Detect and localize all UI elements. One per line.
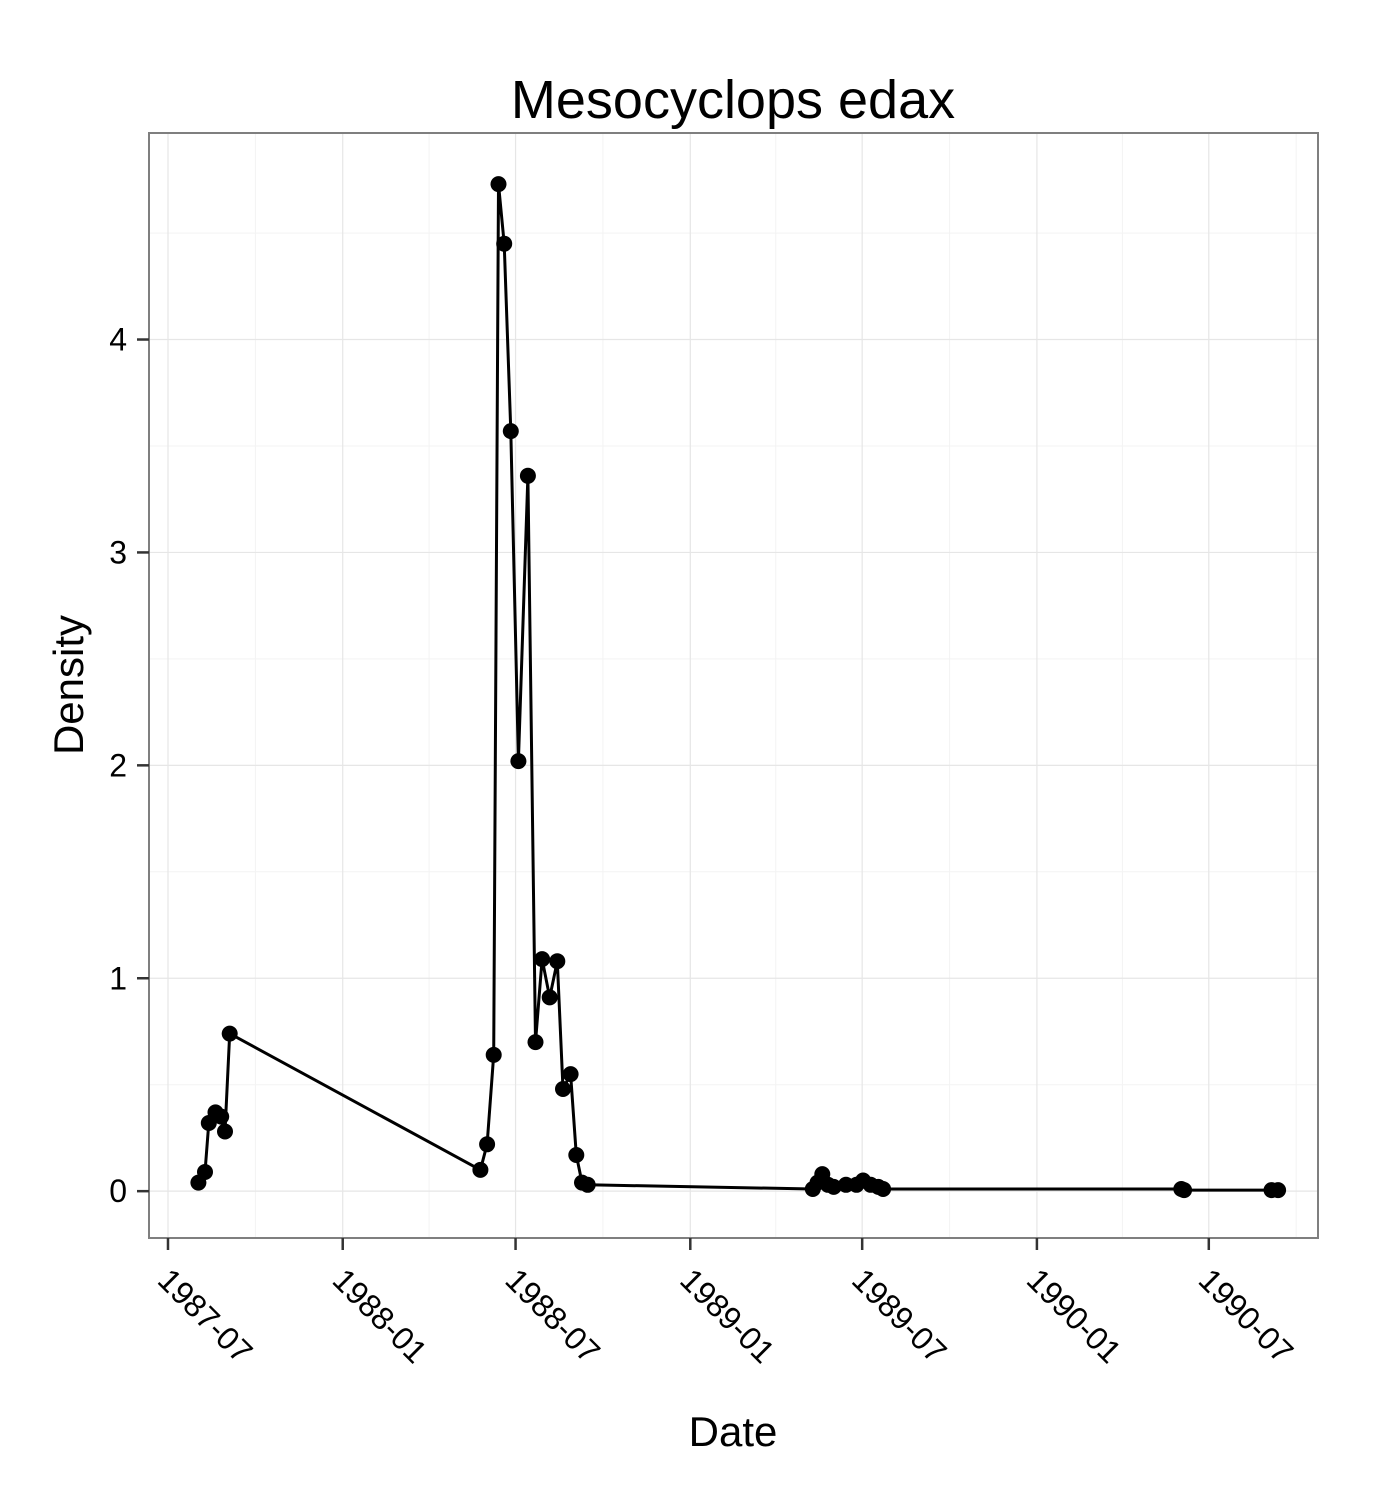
data-point bbox=[541, 989, 558, 1006]
chart-title: Mesocyclops edax bbox=[511, 70, 955, 130]
y-tick-label: 2 bbox=[109, 747, 127, 783]
data-point bbox=[1270, 1182, 1287, 1199]
x-tick-label: 1988-07 bbox=[499, 1261, 607, 1369]
x-tick-label: 1990-01 bbox=[1020, 1261, 1128, 1369]
minor-gridlines bbox=[149, 133, 1318, 1238]
x-tick-label: 1989-07 bbox=[845, 1261, 953, 1369]
data-point bbox=[496, 235, 513, 252]
data-point bbox=[217, 1123, 233, 1140]
y-tick-label: 1 bbox=[109, 960, 127, 996]
data-point bbox=[510, 753, 527, 770]
panel-border bbox=[148, 132, 1319, 1239]
y-axis: 0 1 2 3 4 bbox=[109, 322, 149, 1209]
data-point bbox=[549, 953, 566, 970]
data-point bbox=[579, 1176, 596, 1193]
panel-background bbox=[149, 133, 1318, 1238]
data-point bbox=[527, 1034, 544, 1051]
y-tick-label: 0 bbox=[109, 1173, 127, 1209]
data-point bbox=[502, 423, 519, 440]
data-point bbox=[534, 951, 551, 968]
plot-panel bbox=[148, 132, 1319, 1239]
x-tick-label: 1990-07 bbox=[1192, 1261, 1300, 1369]
data-point bbox=[562, 1066, 579, 1083]
x-tick-label: 1988-01 bbox=[326, 1261, 434, 1369]
y-tick-label: 3 bbox=[109, 534, 127, 570]
data-point bbox=[485, 1046, 502, 1063]
x-tick-label: 1987-07 bbox=[151, 1261, 259, 1369]
data-point bbox=[825, 1178, 842, 1195]
data-point bbox=[1176, 1182, 1193, 1199]
data-point bbox=[479, 1136, 496, 1153]
major-gridlines bbox=[149, 133, 1318, 1238]
data-point bbox=[568, 1147, 585, 1163]
data-point bbox=[472, 1161, 489, 1178]
series-layer bbox=[190, 176, 1287, 1199]
data-point bbox=[213, 1108, 230, 1125]
x-axis-title: Date bbox=[689, 1408, 778, 1455]
data-point bbox=[555, 1081, 571, 1097]
y-tick-label: 4 bbox=[109, 322, 127, 358]
x-tick-label: 1989-01 bbox=[673, 1261, 781, 1369]
data-point bbox=[221, 1025, 238, 1042]
y-axis-title: Density bbox=[45, 615, 92, 755]
data-point bbox=[875, 1181, 892, 1197]
data-point bbox=[490, 176, 507, 193]
x-axis: 1987-07 1988-01 1988-07 1989-01 1989-07 1990-… bbox=[151, 1238, 1300, 1370]
data-point bbox=[197, 1164, 213, 1180]
data-point bbox=[519, 467, 536, 484]
